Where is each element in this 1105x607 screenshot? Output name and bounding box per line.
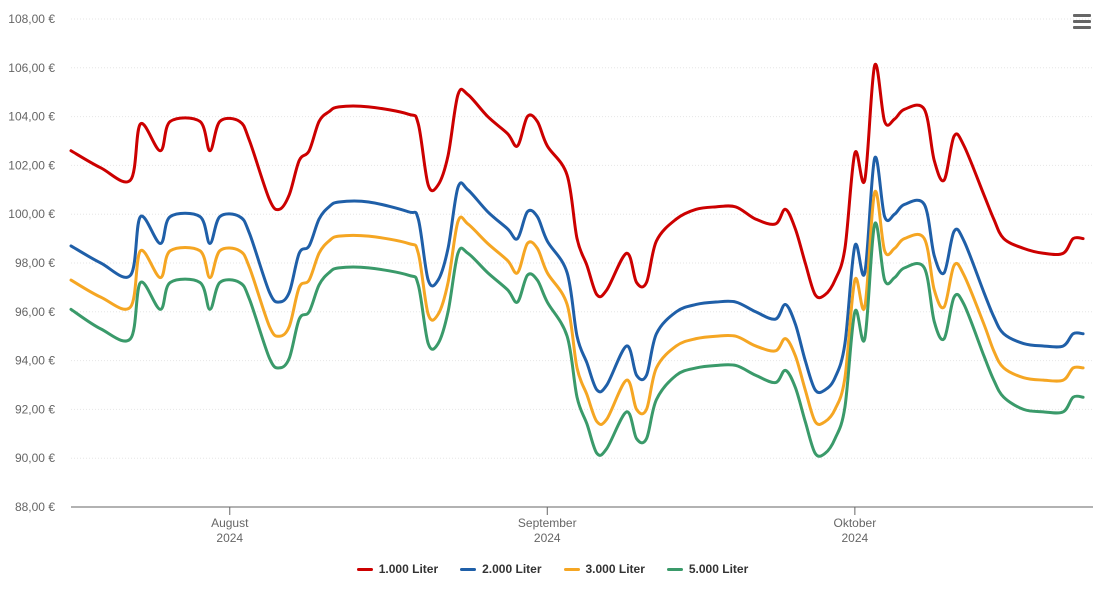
y-tick-label: 94,00 € (15, 354, 55, 368)
x-tick-sublabel: 2024 (216, 531, 243, 545)
series-line-3 (69, 189, 1085, 426)
legend-item-2[interactable]: 2.000 Liter (460, 562, 542, 576)
y-tick-label: 92,00 € (15, 402, 55, 416)
series-line-2 (69, 155, 1085, 395)
legend-label: 5.000 Liter (688, 562, 749, 576)
y-tick-label: 108,00 € (8, 12, 55, 26)
legend-label: 1.000 Liter (378, 562, 439, 576)
legend-item-4[interactable]: 5.000 Liter (666, 562, 749, 576)
legend-swatch (666, 567, 683, 571)
chart-menu-icon[interactable] (1071, 12, 1093, 32)
legend-label: 3.000 Liter (585, 562, 645, 576)
y-tick-label: 96,00 € (15, 305, 55, 319)
x-tick-label: Oktober (834, 516, 877, 530)
legend-item-1[interactable]: 1.000 Liter (356, 562, 439, 576)
y-tick-label: 100,00 € (8, 207, 55, 221)
y-tick-label: 104,00 € (8, 110, 55, 124)
x-tick-label: August (211, 516, 249, 530)
y-tick-label: 106,00 € (8, 61, 55, 75)
x-tick-sublabel: 2024 (534, 531, 561, 545)
legend-label: 2.000 Liter (482, 562, 542, 576)
y-tick-label: 90,00 € (15, 451, 55, 465)
legend-item-3[interactable]: 3.000 Liter (563, 562, 645, 576)
series-line-4 (69, 221, 1085, 458)
x-tick-label: September (518, 516, 577, 530)
legend-swatch (356, 567, 373, 571)
y-tick-label: 102,00 € (8, 158, 55, 172)
legend: 1.000 Liter 2.000 Liter 3.000 Liter 5.000 L… (0, 562, 1105, 576)
legend-swatch (563, 567, 580, 571)
series-line-1 (69, 62, 1085, 300)
y-tick-label: 88,00 € (15, 500, 55, 514)
x-tick-sublabel: 2024 (842, 531, 869, 545)
legend-swatch (460, 567, 477, 571)
y-tick-label: 98,00 € (15, 256, 55, 270)
